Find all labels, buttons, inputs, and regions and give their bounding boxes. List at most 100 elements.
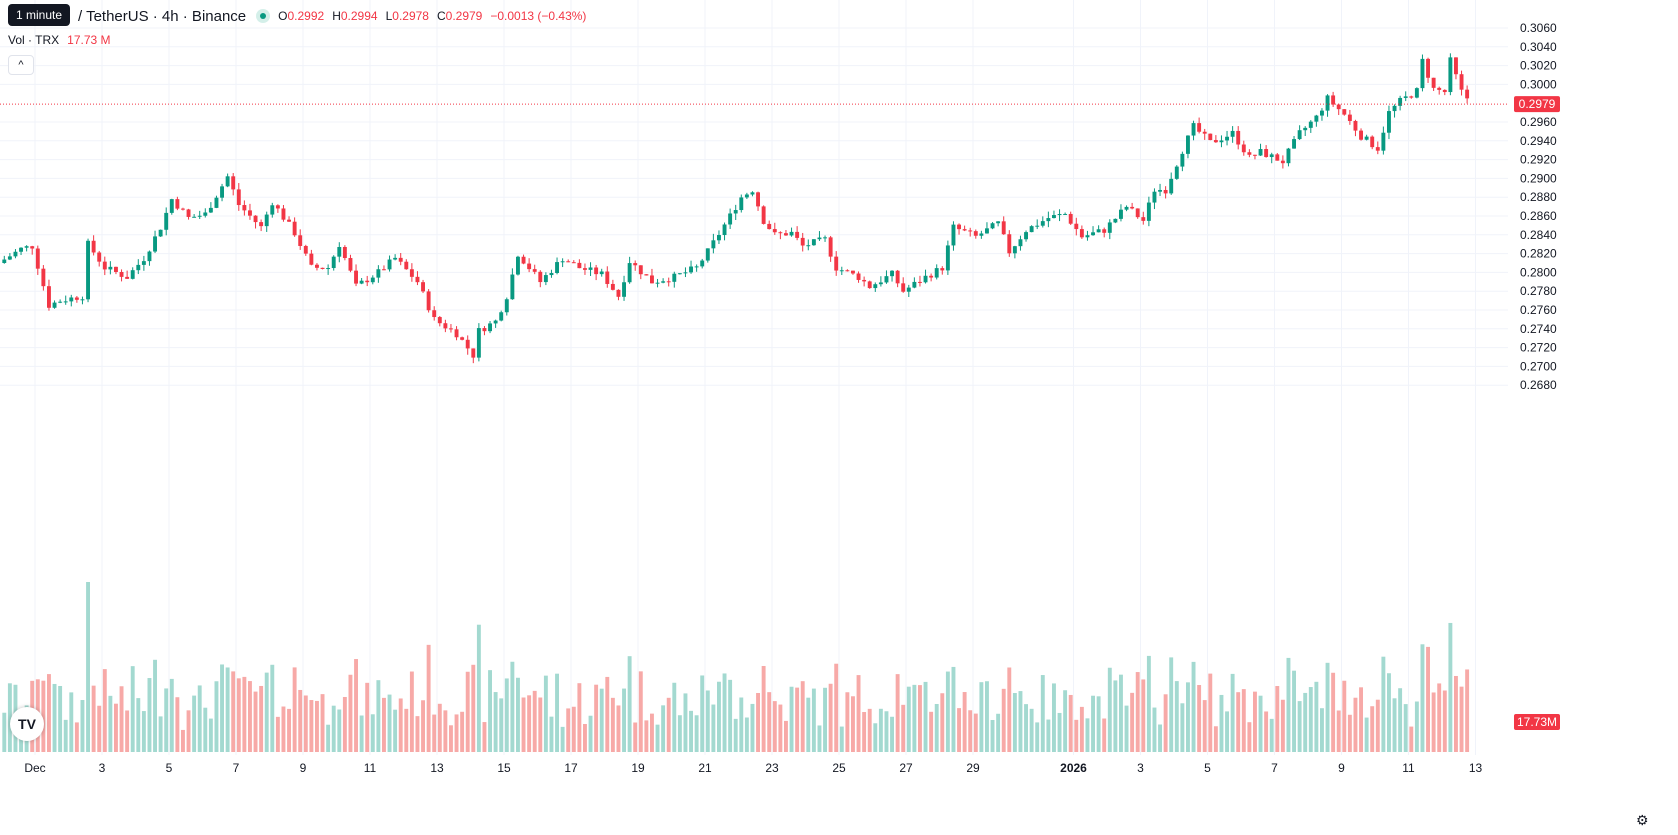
volume-bar (957, 708, 961, 752)
volume-bar (772, 701, 777, 752)
candle-body (627, 263, 632, 283)
candle-body (114, 266, 118, 272)
volume-bar (69, 692, 74, 752)
volume-bar (454, 714, 459, 752)
volume-bar (437, 703, 442, 752)
candle-body (1024, 232, 1028, 240)
volume-bar (795, 687, 800, 752)
ohlc-open-value: 0.2992 (287, 9, 325, 23)
candle-body (1113, 218, 1118, 223)
volume-bar (1052, 683, 1056, 752)
volume-bar (158, 716, 163, 752)
volume-bar (114, 703, 118, 752)
volume-bar (292, 667, 297, 752)
volume-bar (985, 681, 989, 752)
candle-body (409, 269, 414, 277)
candle-body (393, 257, 398, 260)
candle-body (58, 301, 63, 303)
time-tick-label: 15 (497, 761, 511, 775)
volume-bar (655, 724, 660, 752)
candle-body (945, 245, 950, 271)
ohlc-open-label: O (278, 9, 288, 23)
volume-bar (1275, 686, 1280, 752)
volume-bar (583, 723, 587, 752)
ohlc-low-label: L (385, 9, 393, 23)
volume-bar (778, 704, 783, 752)
candle-body (476, 328, 481, 358)
candle-body (1063, 213, 1068, 215)
candle-body (1387, 111, 1391, 133)
volume-bar (1325, 662, 1330, 752)
volume-bar (348, 674, 353, 752)
volume-bar (806, 697, 811, 752)
volume-bar (136, 698, 141, 752)
candle-body (387, 259, 392, 270)
volume-bar (700, 675, 705, 752)
candle-body (906, 287, 911, 292)
volume-bar (7, 683, 12, 752)
volume-bar (80, 700, 85, 752)
price-tick-label: 0.2840 (1520, 228, 1557, 242)
volume-bar (599, 688, 604, 752)
candle-body (91, 240, 96, 253)
candle-body (1431, 77, 1436, 88)
collapse-chevron-icon[interactable]: ^ (8, 55, 34, 75)
last-price-tag (1514, 96, 1560, 113)
candle-body (610, 283, 615, 290)
volume-bar (315, 700, 319, 752)
volume-bar (1197, 685, 1202, 752)
ohlc-high-label: H (332, 9, 341, 23)
volume-bar (1308, 687, 1313, 752)
price-tick-label: 0.2880 (1520, 190, 1557, 204)
settings-gear-icon[interactable]: ⚙ (1636, 812, 1649, 828)
volume-bar (962, 692, 967, 752)
candle-body (493, 320, 498, 324)
volume-bar (940, 693, 945, 752)
volume-bar (1420, 644, 1425, 752)
candle-body (516, 256, 520, 275)
volume-bar (555, 673, 559, 752)
time-tick-label: 11 (1402, 761, 1415, 775)
symbol-title[interactable]: / TetherUS · 4h · Binance (78, 7, 247, 25)
volume-bar (638, 671, 643, 752)
volume-bar (1225, 711, 1229, 752)
candle-body (147, 251, 152, 262)
volume-bar (387, 694, 392, 752)
volume-bar (460, 711, 465, 752)
price-tick-label: 0.2740 (1520, 322, 1557, 336)
candle-body (1163, 189, 1168, 194)
volume-bar (1375, 699, 1380, 752)
volume-bar (476, 624, 481, 752)
candle-body (1442, 89, 1447, 93)
volume-bar (873, 723, 878, 752)
candle-body (594, 267, 599, 275)
candle-body (817, 237, 822, 240)
volume-bar (264, 672, 269, 752)
volume-bar (767, 692, 772, 752)
volume-bar (1297, 701, 1302, 752)
candle-body (1331, 95, 1336, 105)
candle-body (1420, 58, 1425, 89)
candle-body (968, 230, 973, 232)
volume-bar (1202, 700, 1207, 752)
time-tick-label: 5 (166, 761, 173, 775)
time-tick-label: 29 (966, 761, 980, 775)
volume-bar (493, 692, 498, 752)
candle-body (342, 247, 347, 259)
candle-body (901, 283, 906, 292)
volume-bar (354, 659, 358, 752)
candle-body (873, 284, 878, 289)
volume-bar (1091, 695, 1095, 752)
candle-body (281, 208, 286, 220)
volume-bar (867, 708, 872, 752)
volume-bar (549, 716, 554, 752)
volume-bar (912, 684, 917, 752)
candle-body (1230, 130, 1235, 137)
tradingview-logo-icon[interactable]: TV (10, 707, 44, 741)
candle-body (488, 323, 492, 332)
volume-bar (58, 685, 63, 752)
volume-bar (1387, 673, 1391, 752)
price-tick-label: 0.2820 (1520, 247, 1557, 261)
volume-bar (817, 725, 822, 752)
